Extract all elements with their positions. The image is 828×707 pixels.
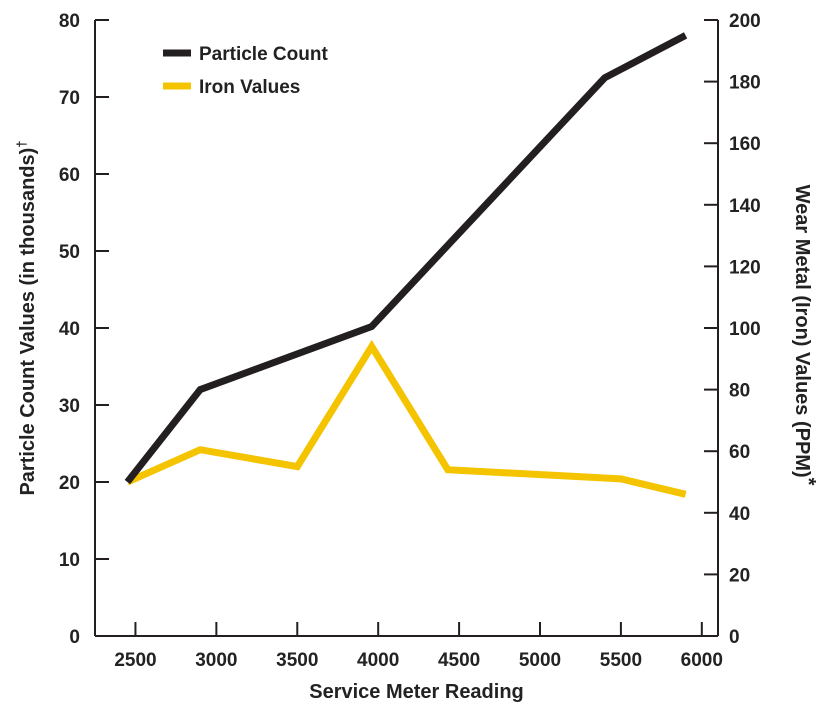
right-y-tick-label: 120 [729, 257, 761, 278]
x-tick-label: 5000 [519, 650, 561, 671]
left-y-tick-label: 40 [59, 319, 80, 340]
left-y-tick-label: 30 [59, 396, 80, 417]
series-lines [124, 32, 688, 498]
x-tick-label: 3000 [195, 650, 237, 671]
left-y-tick-label: 0 [69, 627, 80, 648]
left-y-tick-label: 80 [59, 11, 80, 32]
left-y-axis-title-text: Particle Count Values (in thousands) [17, 148, 39, 496]
x-tick-label: 4500 [438, 650, 480, 671]
right-y-axis-title: Wear Metal (Iron) Values (PPM)* [791, 185, 819, 486]
left-y-tick-label: 20 [59, 473, 80, 494]
x-tick-label: 2500 [114, 650, 156, 671]
right-y-tick-label: 80 [729, 381, 750, 402]
x-tick-label: 6000 [681, 650, 723, 671]
tick-marks [95, 19, 718, 637]
x-tick-label: 5500 [600, 650, 642, 671]
legend-label-particle-count: Particle Count [199, 44, 328, 65]
left-y-tick-label: 70 [59, 88, 80, 109]
series-line-particle-count [124, 32, 688, 485]
left-y-axis-title-mark: † [14, 140, 29, 147]
right-y-tick-label: 60 [729, 442, 750, 463]
right-y-tick-label: 40 [729, 504, 750, 525]
right-y-tick-label: 100 [729, 319, 761, 340]
right-y-tick-label: 200 [729, 11, 761, 32]
right-y-tick-label: 20 [729, 565, 750, 586]
x-axis-title: Service Meter Reading [309, 681, 524, 703]
left-y-tick-label: 60 [59, 165, 80, 186]
right-y-tick-label: 0 [729, 627, 740, 648]
series-line-iron-values [125, 339, 687, 498]
left-y-tick-label: 50 [59, 242, 80, 263]
axes [94, 20, 719, 637]
right-y-tick-label: 140 [729, 196, 761, 217]
left-y-axis-title: Particle Count Values (in thousands)† [14, 140, 39, 495]
right-y-axis-title-mark: * [797, 478, 819, 486]
x-tick-label: 3500 [276, 650, 318, 671]
right-y-tick-label: 160 [729, 134, 761, 155]
right-y-axis-title-text: Wear Metal (Iron) Values (PPM) [791, 185, 813, 478]
left-y-tick-label: 10 [59, 550, 80, 571]
tick-labels: 0 10 20 30 40 50 60 70 80 0 20 40 60 80 100 120 140 160 18… [59, 11, 761, 671]
legend-label-iron-values: Iron Values [199, 77, 300, 98]
legend: Particle Count Iron Values [163, 44, 328, 98]
x-tick-label: 4000 [357, 650, 399, 671]
right-y-tick-label: 180 [729, 73, 761, 94]
